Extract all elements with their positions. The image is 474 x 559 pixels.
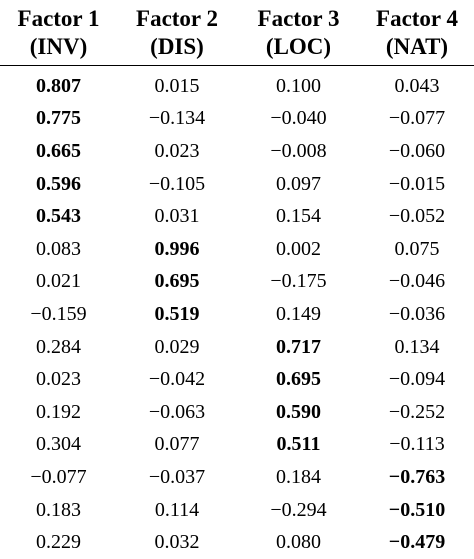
table-cell: 0.519 bbox=[154, 302, 200, 325]
table-cell: −0.113 bbox=[389, 433, 445, 456]
table-cell: 0.996 bbox=[154, 237, 200, 260]
table-row: 0.083 0.996 0.002 0.075 bbox=[0, 233, 474, 266]
table-cell: −0.094 bbox=[388, 368, 446, 391]
table-cell: −0.037 bbox=[148, 465, 206, 488]
table-cell: −0.036 bbox=[388, 302, 446, 325]
table-cell: 0.775 bbox=[36, 107, 81, 130]
table-cell: −0.015 bbox=[388, 172, 446, 195]
table-cell: −0.479 bbox=[388, 531, 446, 554]
table-cell: 0.192 bbox=[36, 400, 81, 423]
table-cell: 0.002 bbox=[276, 237, 321, 260]
table-cell: −0.052 bbox=[388, 205, 446, 228]
table-row: 0.229 0.032 0.080 −0.479 bbox=[0, 526, 474, 559]
table-cell: 0.183 bbox=[36, 498, 81, 521]
table-cell: 0.077 bbox=[154, 433, 200, 456]
table-cell: 0.075 bbox=[394, 237, 440, 260]
table-cell: 0.097 bbox=[276, 172, 321, 195]
table-cell: −0.175 bbox=[270, 270, 327, 293]
table-cell: −0.040 bbox=[270, 107, 327, 130]
table-cell: −0.159 bbox=[30, 302, 87, 325]
table-cell: 0.229 bbox=[36, 531, 81, 554]
table-row: 0.021 0.695 −0.175 −0.046 bbox=[0, 266, 474, 299]
table-cell: −0.134 bbox=[148, 107, 206, 130]
table-cell: 0.031 bbox=[154, 205, 200, 228]
table-cell: −0.105 bbox=[148, 172, 206, 195]
table-cell: 0.134 bbox=[394, 335, 440, 358]
table-cell: 0.043 bbox=[394, 74, 440, 97]
table-cell: 0.665 bbox=[36, 139, 81, 162]
table-cell: −0.060 bbox=[388, 139, 446, 162]
header-abbrev-loc: (LOC) bbox=[237, 32, 360, 66]
table-cell: 0.021 bbox=[36, 270, 81, 293]
table-row: 0.183 0.114 −0.294 −0.510 bbox=[0, 494, 474, 527]
table-cell: −0.510 bbox=[388, 498, 446, 521]
table-cell: 0.695 bbox=[154, 270, 200, 293]
table-header: Factor 1 Factor 2 Factor 3 Factor 4 (INV… bbox=[0, 0, 474, 66]
table-row: 0.284 0.029 0.717 0.134 bbox=[0, 331, 474, 364]
table-row: 0.023 −0.042 0.695 −0.094 bbox=[0, 363, 474, 396]
table-row: 0.596 −0.105 0.097 −0.015 bbox=[0, 168, 474, 201]
header-abbrev-dis: (DIS) bbox=[117, 32, 237, 66]
table-cell: 0.154 bbox=[276, 205, 321, 228]
table-row: 0.304 0.077 0.511 −0.113 bbox=[0, 429, 474, 462]
table-cell: 0.083 bbox=[36, 237, 81, 260]
table-cell: −0.046 bbox=[388, 270, 446, 293]
table-row: 0.775 −0.134 −0.040 −0.077 bbox=[0, 103, 474, 136]
header-factor-2: Factor 2 bbox=[136, 6, 218, 31]
table-cell: 0.100 bbox=[276, 74, 321, 97]
table-cell: 0.114 bbox=[154, 498, 200, 521]
table-cell: 0.184 bbox=[276, 465, 321, 488]
table-cell: −0.252 bbox=[388, 400, 446, 423]
table-cell: −0.077 bbox=[388, 107, 446, 130]
table-cell: 0.284 bbox=[36, 335, 81, 358]
table-cell: 0.023 bbox=[36, 368, 81, 391]
table-row: 0.665 0.023 −0.008 −0.060 bbox=[0, 135, 474, 168]
table-cell: 0.029 bbox=[154, 335, 200, 358]
table-cell: 0.149 bbox=[276, 302, 321, 325]
table-cell: 0.032 bbox=[154, 531, 200, 554]
header-factor-3: Factor 3 bbox=[257, 6, 340, 31]
header-factor-4: Factor 4 bbox=[376, 6, 458, 31]
table-cell: 0.304 bbox=[36, 433, 81, 456]
table-cell: −0.063 bbox=[148, 400, 206, 423]
table-cell: −0.077 bbox=[30, 465, 87, 488]
table-row: −0.159 0.519 0.149 −0.036 bbox=[0, 298, 474, 331]
table-row: 0.543 0.031 0.154 −0.052 bbox=[0, 200, 474, 233]
header-abbrev-inv: (INV) bbox=[0, 32, 117, 66]
table-row: −0.077 −0.037 0.184 −0.763 bbox=[0, 461, 474, 494]
table-cell: 0.695 bbox=[276, 368, 321, 391]
table-cell: 0.511 bbox=[276, 433, 321, 456]
table-cell: 0.080 bbox=[276, 531, 321, 554]
table-cell: 0.023 bbox=[154, 139, 200, 162]
table-cell: 0.590 bbox=[276, 400, 321, 423]
header-factor-1: Factor 1 bbox=[17, 6, 100, 31]
table-cell: 0.717 bbox=[276, 335, 321, 358]
table-row: 0.192 −0.063 0.590 −0.252 bbox=[0, 396, 474, 429]
table-cell: −0.294 bbox=[270, 498, 327, 521]
table-body: 0.807 0.015 0.100 0.043 0.775 −0.134 −0.… bbox=[0, 66, 474, 559]
table-cell: −0.763 bbox=[388, 465, 446, 488]
header-abbrev-nat: (NAT) bbox=[360, 32, 474, 66]
table-cell: −0.008 bbox=[270, 139, 327, 162]
table-cell: 0.807 bbox=[36, 74, 81, 97]
table-row: 0.807 0.015 0.100 0.043 bbox=[0, 66, 474, 103]
table-cell: 0.596 bbox=[36, 172, 81, 195]
table-cell: −0.042 bbox=[148, 368, 206, 391]
table-cell: 0.543 bbox=[36, 205, 81, 228]
table-cell: 0.015 bbox=[154, 74, 200, 97]
